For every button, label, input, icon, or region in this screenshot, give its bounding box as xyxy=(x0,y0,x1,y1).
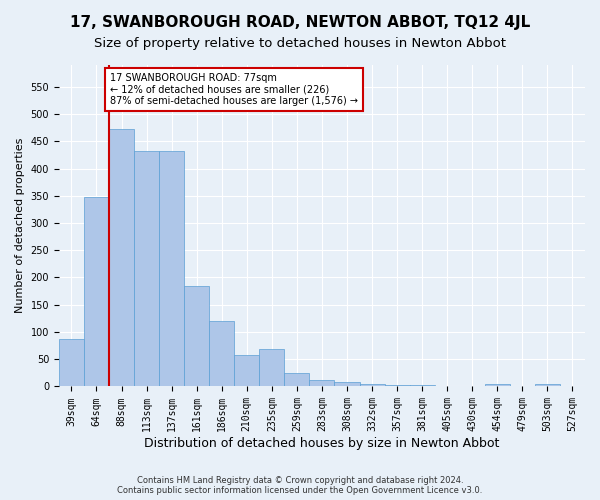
X-axis label: Distribution of detached houses by size in Newton Abbot: Distribution of detached houses by size … xyxy=(144,437,500,450)
Bar xyxy=(535,384,560,386)
Text: 17, SWANBOROUGH ROAD, NEWTON ABBOT, TQ12 4JL: 17, SWANBOROUGH ROAD, NEWTON ABBOT, TQ12… xyxy=(70,15,530,30)
Bar xyxy=(134,151,159,386)
Bar xyxy=(284,373,310,386)
Bar xyxy=(310,380,334,386)
Bar xyxy=(209,321,234,386)
Bar xyxy=(109,130,134,386)
Bar xyxy=(334,382,359,386)
Bar xyxy=(84,197,109,386)
Text: 17 SWANBOROUGH ROAD: 77sqm
← 12% of detached houses are smaller (226)
87% of sem: 17 SWANBOROUGH ROAD: 77sqm ← 12% of deta… xyxy=(110,73,358,106)
Bar xyxy=(234,356,259,386)
Bar xyxy=(485,384,510,386)
Text: Size of property relative to detached houses in Newton Abbot: Size of property relative to detached ho… xyxy=(94,38,506,51)
Bar xyxy=(59,338,84,386)
Y-axis label: Number of detached properties: Number of detached properties xyxy=(15,138,25,314)
Bar xyxy=(259,350,284,387)
Bar xyxy=(159,151,184,386)
Bar xyxy=(184,286,209,386)
Text: Contains HM Land Registry data © Crown copyright and database right 2024.
Contai: Contains HM Land Registry data © Crown c… xyxy=(118,476,482,495)
Bar xyxy=(359,384,385,386)
